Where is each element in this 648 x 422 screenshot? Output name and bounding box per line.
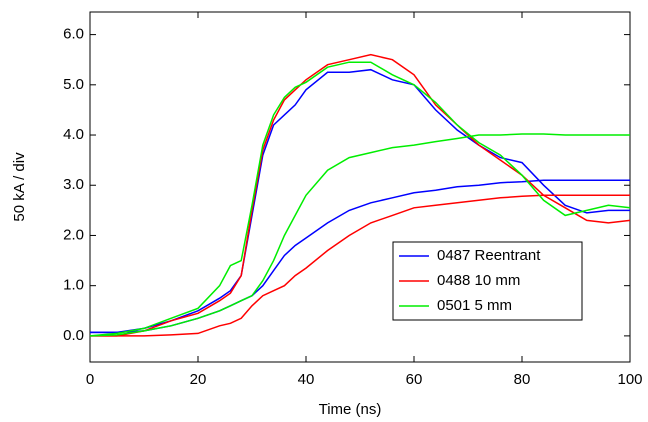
- x-tick-label: 80: [514, 371, 531, 388]
- legend-label: 0501 5 mm: [437, 297, 512, 314]
- x-tick-label: 0: [86, 371, 94, 388]
- y-axis-label: 50 kA / div: [11, 152, 28, 222]
- legend-label: 0487 Reentrant: [437, 247, 541, 264]
- series-line: [90, 68, 630, 334]
- y-tick-label: 2.0: [63, 226, 84, 243]
- plot-frame: [89, 11, 631, 363]
- y-tick-label: 1.0: [63, 277, 84, 294]
- y-tick-label: 5.0: [63, 76, 84, 93]
- y-tick-label: 6.0: [63, 26, 84, 43]
- x-tick-label: 20: [190, 371, 207, 388]
- y-tick-label: 4.0: [63, 126, 84, 143]
- y-tick-label: 0.0: [63, 327, 84, 344]
- series-line: [90, 53, 631, 337]
- x-tick-label: 60: [406, 371, 423, 388]
- legend-label: 0488 10 mm: [437, 272, 520, 289]
- series-line: [89, 133, 630, 337]
- y-tick-label: 3.0: [63, 176, 84, 193]
- x-axis-label: Time (ns): [319, 401, 382, 418]
- series-line: [90, 194, 630, 337]
- series-line: [89, 61, 631, 337]
- x-tick-label: 100: [617, 371, 642, 388]
- x-tick-label: 40: [298, 371, 315, 388]
